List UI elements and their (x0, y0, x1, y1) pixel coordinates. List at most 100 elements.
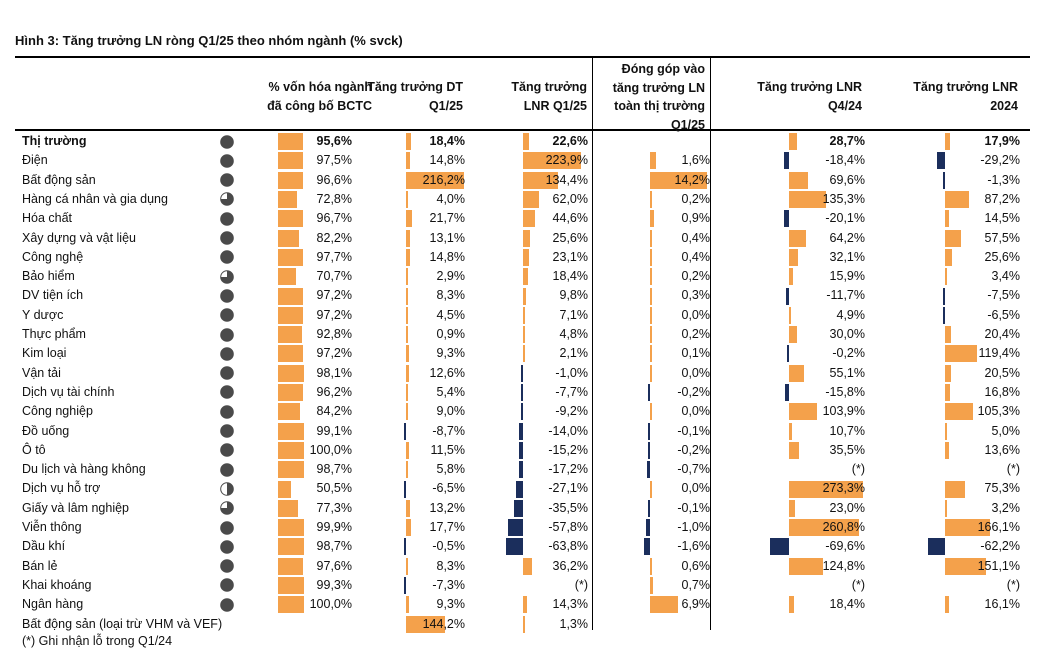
np-bar (523, 345, 525, 363)
q4-bar (789, 268, 794, 286)
y24-bar (945, 480, 966, 498)
rev-bar (406, 364, 410, 382)
rev-bar (406, 171, 465, 189)
rev-value: 13,2% (429, 500, 465, 515)
contrib-bar (650, 364, 652, 382)
q4-value: 32,1% (829, 249, 865, 264)
table-row: Y dược 97,2% 4,5% 7,1% 0,0% 4,9% -6,5% (0, 306, 1046, 325)
rev-bar (406, 403, 409, 421)
y24-bar (945, 364, 951, 382)
rev-bar (406, 345, 409, 363)
rev-value: 5,8% (436, 462, 466, 477)
q4-value: 30,0% (829, 327, 865, 341)
contrib-bar (650, 229, 652, 247)
coverage-pie-icon (220, 231, 234, 245)
np-value: -57,8% (548, 520, 588, 534)
contrib-bar (650, 306, 652, 324)
y24-bar (945, 519, 990, 537)
cov-value: 84,2% (316, 404, 352, 419)
coverage-pie-icon (220, 289, 234, 303)
y24-value: -1,3% (987, 172, 1020, 187)
y24-value: 3,2% (991, 500, 1021, 515)
contrib-bar (650, 345, 652, 363)
rev-bar (406, 248, 410, 266)
cov-bar (278, 345, 304, 363)
q4-bar (785, 287, 789, 305)
np-value: -7,7% (555, 384, 588, 399)
rev-value: 4,5% (436, 307, 466, 322)
contrib-value: 0,0% (681, 365, 711, 380)
sector-name: Thực phẩm (22, 327, 86, 341)
y24-value: 20,5% (984, 365, 1020, 380)
rev-value: -8,7% (432, 423, 465, 438)
np-value: 22,6% (552, 134, 588, 148)
q4-bar (789, 306, 791, 324)
rev-value: 216,2% (422, 172, 465, 187)
q4-bar (789, 422, 792, 440)
rev-bar (406, 615, 445, 633)
y24-value: -62,2% (980, 539, 1020, 554)
coverage-pie-icon (220, 153, 234, 168)
y24-bar (945, 422, 947, 440)
sector-name: Dầu khí (22, 539, 66, 554)
table-row: Công nghiệp 84,2% 9,0% -9,2% 0,0% 103,9% 105,3… (0, 402, 1046, 421)
y24-bar (945, 345, 978, 363)
sector-name: Thị trường (22, 134, 87, 148)
sector-name: Kim loại (22, 346, 67, 361)
rev-value: 144,2% (422, 616, 465, 631)
np-bar (515, 480, 523, 498)
q4-bar (789, 499, 796, 517)
rev-value: 18,4% (429, 134, 465, 148)
rev-value: 9,3% (436, 346, 466, 361)
cov-bar (278, 519, 304, 537)
contrib-bar (650, 191, 652, 209)
contrib-bar (647, 461, 650, 479)
table-row: Bất động sản (loại trừ VHM và VEF) 144,2%… (0, 615, 1046, 634)
sector-name: Xây dựng và vật liệu (22, 230, 136, 245)
cov-value: 98,7% (316, 462, 352, 477)
q4-value: 15,9% (829, 269, 865, 284)
y24-value: 5,0% (991, 423, 1021, 438)
y24-bar (945, 557, 986, 575)
y24-value: 75,3% (984, 481, 1020, 496)
coverage-pie-icon (220, 520, 234, 535)
y24-value: 151,1% (977, 558, 1020, 573)
np-value: -1,0% (555, 365, 588, 380)
q4-bar (789, 519, 860, 537)
contrib-value: 0,7% (681, 577, 711, 592)
cov-value: 82,2% (316, 230, 352, 245)
contrib-value: -0,7% (677, 462, 710, 477)
contrib-value: 0,6% (681, 558, 711, 573)
rev-bar (404, 538, 406, 556)
cov-bar (278, 384, 303, 402)
table-row: Hàng cá nhân và gia dụng 72,8% 4,0% 62,0% 0,… (0, 190, 1046, 209)
rev-value: -6,5% (432, 481, 465, 496)
cov-bar (278, 229, 300, 247)
cov-value: 97,6% (316, 558, 352, 573)
contrib-bar (650, 596, 678, 614)
cov-value: 96,2% (316, 384, 352, 399)
header-line: 2024 (990, 98, 1018, 113)
rev-bar (404, 577, 406, 595)
y24-value: 13,6% (984, 442, 1020, 457)
header-line: LNR Q1/25 (523, 98, 587, 113)
y24-value: -6,5% (987, 307, 1020, 322)
np-value: 1,3% (559, 616, 589, 631)
contrib-value: 0,0% (681, 481, 711, 496)
rev-value: 9,3% (436, 597, 466, 612)
y24-value: 20,4% (984, 327, 1020, 341)
q4-value: 35,5% (829, 442, 865, 457)
y24-bar (945, 499, 947, 517)
cov-bar (278, 306, 304, 324)
header-rev: Tăng trưởng DT Q1/25 (333, 78, 463, 115)
rev-value: 17,7% (429, 520, 465, 534)
sector-name: Giấy và lâm nghiệp (22, 500, 130, 515)
sector-name: Vận tải (22, 365, 61, 380)
table-row: Công nghệ 97,7% 14,8% 23,1% 0,4% 32,1% 25,6% (0, 248, 1046, 267)
sector-name: Bất động sản (22, 172, 96, 187)
np-value: 23,1% (552, 249, 588, 264)
cov-value: 97,7% (316, 249, 352, 264)
q4-bar (789, 191, 826, 209)
cov-bar (278, 191, 297, 209)
contrib-bar (650, 403, 652, 421)
